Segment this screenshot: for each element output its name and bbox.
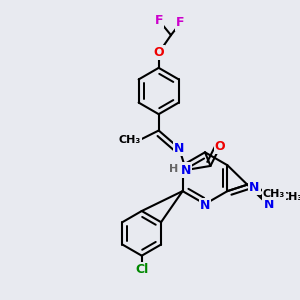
Text: Cl: Cl: [135, 263, 148, 276]
Text: N: N: [249, 181, 260, 194]
Text: N: N: [181, 164, 191, 176]
Text: N: N: [263, 198, 274, 211]
Text: F: F: [176, 16, 185, 29]
Text: F: F: [154, 14, 163, 27]
Text: N: N: [174, 142, 184, 155]
Text: CH₃: CH₃: [263, 189, 285, 199]
Text: CH₃: CH₃: [119, 135, 141, 145]
Text: N: N: [200, 199, 210, 212]
Text: O: O: [215, 140, 225, 153]
Text: H: H: [169, 164, 178, 174]
Text: CH₃: CH₃: [280, 192, 300, 202]
Text: O: O: [153, 46, 164, 59]
